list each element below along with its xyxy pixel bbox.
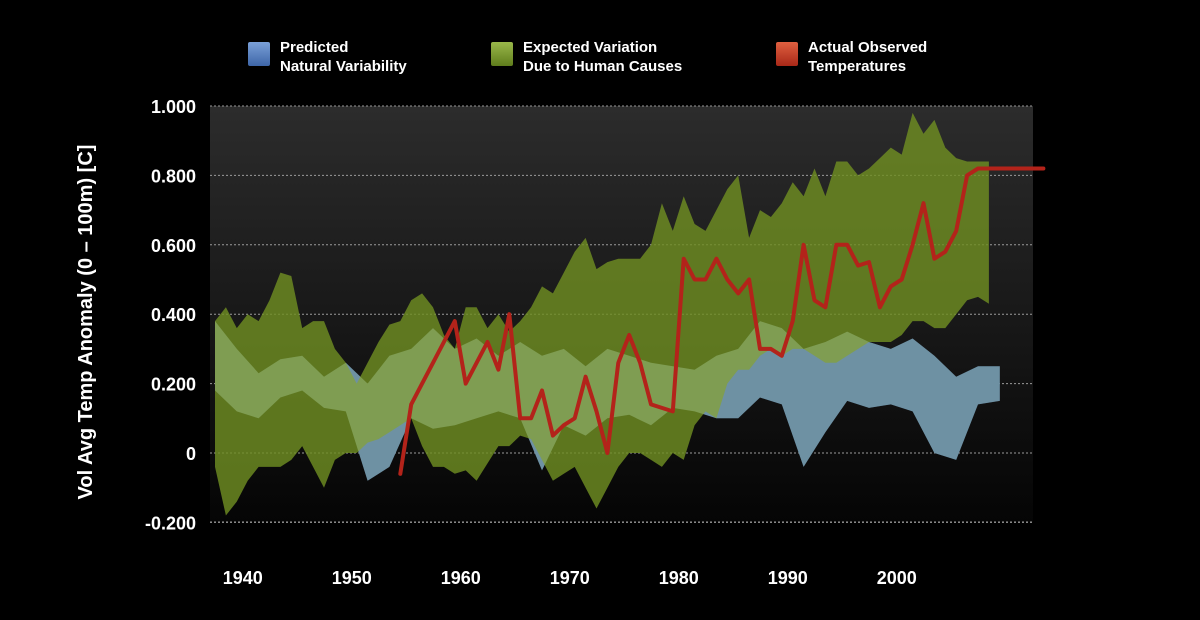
x-tick-label: 1940 — [223, 568, 263, 588]
y-tick-label: 0.600 — [151, 236, 196, 256]
y-tick-label: 1.000 — [151, 97, 196, 117]
legend-label-line1: Predicted — [280, 39, 349, 56]
x-tick-label: 1960 — [441, 568, 481, 588]
legend-swatch-red — [776, 42, 798, 66]
observed-temperature-line — [398, 166, 1046, 476]
x-tick-labels: 1940 1950 1960 1970 1980 1990 2000 — [223, 568, 917, 588]
legend-label-line2: Due to Human Causes — [523, 58, 683, 75]
y-tick-label: 0.200 — [151, 375, 196, 395]
legend-swatch-green — [491, 42, 513, 66]
x-tick-label: 1970 — [550, 568, 590, 588]
y-tick-label: 0.800 — [151, 166, 196, 186]
y-tick-label: -0.200 — [145, 513, 196, 533]
x-tick-label: 1950 — [332, 568, 372, 588]
x-tick-label: 2000 — [877, 568, 917, 588]
y-tick-label: 0 — [186, 444, 196, 464]
legend-item-natural: Predicted Natural Variability — [248, 38, 407, 76]
x-tick-label: 1990 — [768, 568, 808, 588]
overlap-tint — [215, 321, 1000, 481]
y-tick-labels: -0.200 0 0.200 0.400 0.600 0.800 1.000 — [145, 97, 196, 533]
line-series — [398, 166, 1046, 476]
legend-label-line1: Expected Variation — [523, 39, 658, 56]
x-tick-label: 1980 — [659, 568, 699, 588]
legend-label-line2: Natural Variability — [280, 58, 407, 75]
legend-label-line2: Temperatures — [808, 58, 907, 75]
y-axis-label: Vol Avg Temp Anomaly (0 – 100m) [C] — [75, 145, 97, 500]
legend-item-human: Expected Variation Due to Human Causes — [491, 38, 682, 76]
legend-label-line1: Actual Observed — [808, 39, 928, 56]
legend-swatch-blue — [248, 42, 270, 66]
legend-item-observed: Actual Observed Temperatures — [776, 38, 927, 76]
y-tick-label: 0.400 — [151, 305, 196, 325]
